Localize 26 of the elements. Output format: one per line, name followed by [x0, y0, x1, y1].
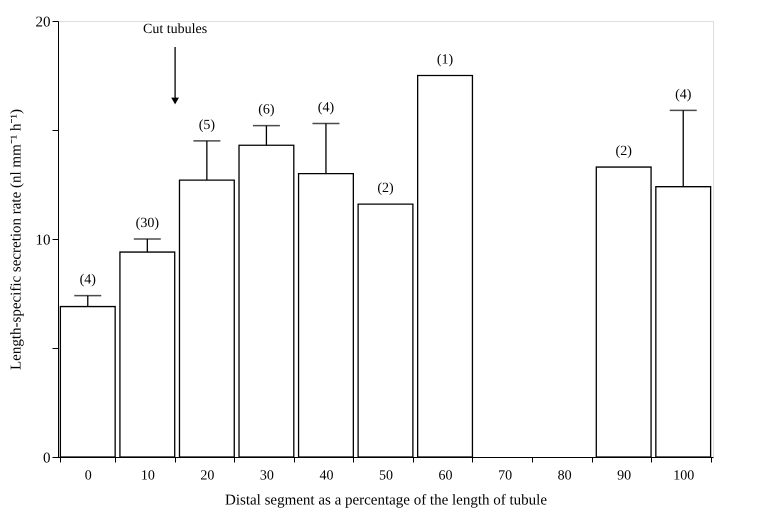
annotation: (4) [318, 100, 334, 116]
annotation: (4) [80, 272, 96, 288]
x-tick-label: 70 [498, 468, 512, 484]
x-tick-label: 10 [140, 468, 155, 484]
annotation: (6) [258, 102, 275, 118]
annotation: (5) [198, 118, 216, 133]
x-tick-label: 20 [200, 468, 214, 484]
y-tick-label: 10 [36, 232, 50, 248]
x-tick-label: 90 [617, 468, 632, 484]
annotation: (4) [675, 87, 692, 102]
x-tick-label: 50 [379, 468, 393, 484]
y-tick-label: 20 [36, 14, 50, 30]
y-axis-title: Length-specific secretion rate (nl mm⁻¹ h⁻¹) [8, 109, 24, 370]
annotation: (1) [436, 52, 454, 68]
x-tick-label: 100 [673, 468, 694, 484]
x-tick-label: 60 [438, 468, 453, 484]
annotation: (2) [616, 144, 632, 160]
x-axis-title: Distal segment as a percentage of the length of tubule [225, 492, 548, 508]
annotation: (30) [136, 216, 160, 231]
x-tick-label: 40 [319, 468, 334, 484]
annotation: Cut tubules [143, 22, 208, 37]
x-tick-label: 30 [260, 468, 274, 484]
y-tick-label: 0 [43, 450, 50, 466]
x-tick-label: 0 [84, 468, 92, 484]
annotation: (2) [377, 181, 394, 196]
x-tick-label: 80 [558, 468, 572, 484]
